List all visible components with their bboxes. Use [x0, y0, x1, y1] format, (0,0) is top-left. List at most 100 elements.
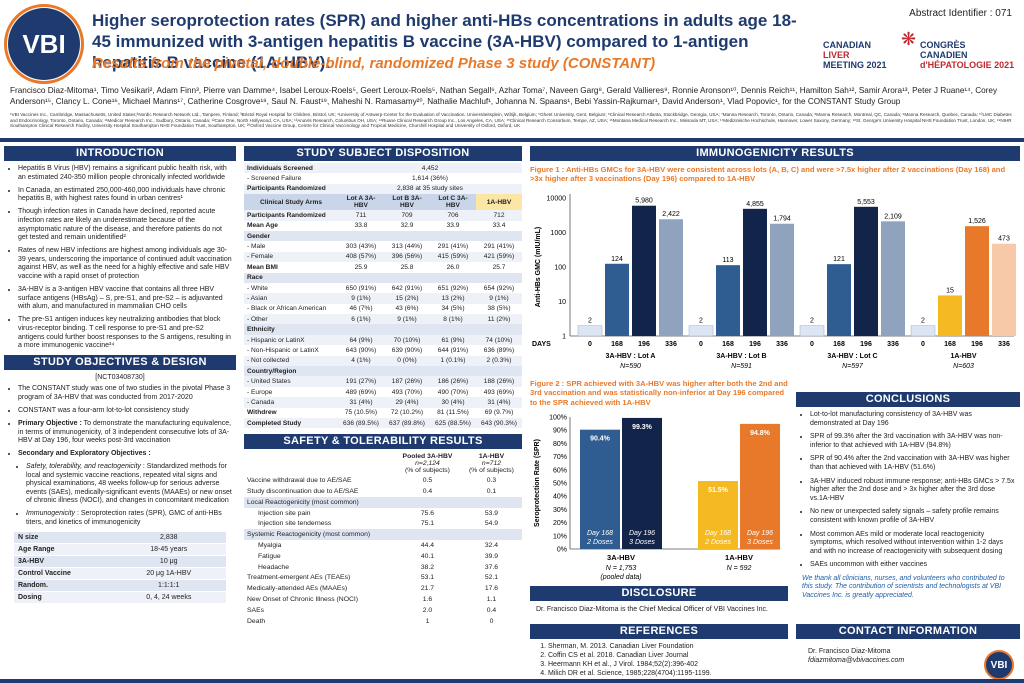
conference-logo: ❋ CANADIAN LIVER MEETING 2021 CONGRÈS CA… — [805, 30, 1015, 78]
safety-row-label: Fatigue — [258, 552, 281, 560]
disposition-cell: 72 (10.2%) — [390, 409, 424, 417]
disposition-row-label: - Non-Hispanic or LatinX — [247, 346, 319, 354]
disposition-cell: 642 (91%) — [391, 284, 423, 292]
design-row: Dosing 0, 4, 24 weeks — [14, 591, 226, 605]
disposition-cell: 81 (11.5%) — [437, 409, 469, 417]
day-tick-label: 336 — [998, 341, 1010, 348]
safety-row: Vaccine withdrawal due to AE/SAE 0.5 0.3 — [244, 475, 522, 486]
disposition-cell: 64 (9%) — [338, 334, 384, 346]
safety-value-3a: 44.4 — [420, 542, 435, 550]
disposition-row-label: - Hispanic or LatinX — [244, 334, 338, 346]
safety-value-1a: 54.9 — [484, 520, 499, 528]
group-n-label: N = 1,753 — [606, 565, 637, 572]
disposition-cell: 69 (9.7%) — [484, 409, 514, 417]
gmc-bar — [632, 205, 656, 336]
safety-row-label: Death — [247, 617, 266, 625]
gmc-bar-chart: Anti-HBs GMC (mIU/mL) 10000 1000 100 10 1 DAYS… — [532, 193, 1016, 370]
safety-value-3a: 0.5 — [422, 477, 433, 485]
day-tick-label: 168 — [944, 341, 956, 348]
study-design-table: N size 2,838 Age Range 18-45 years 3A-HBV 10 … — [14, 532, 226, 605]
conclusions-block: CONCLUSIONS Lot-to-lot manufacturing con… — [796, 392, 1020, 600]
safety-value-3a — [394, 496, 461, 508]
disposition-row-label: Ethnicity — [244, 324, 338, 335]
safety-row: Injection site pain 75.6 53.9 — [244, 508, 522, 519]
safety-row: Headache 38.2 37.6 — [244, 562, 522, 573]
disposition-cell: 490 (70%) — [437, 388, 469, 396]
disposition-cell: 26.0 — [446, 263, 460, 271]
disposition-cell: 70 (10%) — [384, 334, 430, 346]
disposition-cell: 61 (9%) — [430, 334, 476, 346]
safety-value-3a — [394, 529, 461, 541]
design-value: 2,838 — [111, 532, 226, 545]
disposition-cell: 1 (0.1%) — [430, 355, 476, 367]
disposition-cell: 31 (4%) — [476, 397, 522, 408]
contact-email[interactable]: fdiazmitoma@vbivaccines.com — [808, 657, 905, 664]
disposition-cell: 291 (41%) — [483, 243, 515, 251]
disposition-cell — [384, 230, 430, 242]
disposition-cell: 9 (1%) — [338, 293, 384, 304]
disposition-cell: 651 (92%) — [437, 284, 469, 292]
safety-value-1a: 52.1 — [484, 574, 499, 582]
introduction-item: In Canada, an estimated 250,000-460,000 … — [18, 187, 232, 204]
y-tick-label: 10% — [553, 534, 567, 541]
day-tick-label: 168 — [833, 341, 845, 348]
spr-bar — [698, 481, 738, 550]
header-divider — [0, 138, 1024, 142]
disposition-cell: 32.9 — [400, 222, 414, 230]
gmc-bar-label: 2 — [810, 317, 814, 324]
contact-name: Dr. Francisco Diaz-Mitoma — [808, 648, 891, 655]
disposition-cell — [338, 324, 384, 335]
disposition-row: - Black or African American 46 (7%) 43 (6%… — [244, 304, 522, 314]
conf-en-line1: CANADIAN — [823, 40, 871, 50]
disposition-cell: 75 (10.5%) — [344, 409, 378, 417]
gmc-bar — [743, 208, 767, 336]
spr-bar-doses: 2 Doses — [586, 539, 613, 546]
y-tick-label: 30% — [553, 507, 567, 514]
disposition-cell: 38 (5%) — [487, 305, 511, 313]
y-tick-label: 70% — [553, 454, 567, 461]
spr-bar-doses: 3 Doses — [629, 539, 655, 546]
safety-row: Fatigue 40.1 39.9 — [244, 551, 522, 562]
safety-value-1a: 0.4 — [486, 606, 497, 614]
arm-lot-b: Lot B 3A-HBV — [384, 194, 430, 211]
day-tick-label: 0 — [810, 341, 814, 348]
conclusion-item: Most common AEs mild or moderate local r… — [810, 531, 1016, 557]
design-value: 18-45 years — [111, 543, 226, 557]
design-row: Control Vaccine 20 μg 1A-HBV — [14, 567, 226, 581]
abstract-identifier: Abstract Identifier : 071 — [909, 8, 1012, 19]
disposition-cell: 33.9 — [446, 222, 460, 230]
disposition-row-label: - White — [247, 284, 268, 292]
disposition-cell: 4 (1%) — [338, 355, 384, 367]
disposition-cell: 30 (4%) — [430, 397, 476, 408]
design-value: 1:1:1:1 — [111, 579, 226, 593]
safety-row-label: Myalgia — [258, 542, 282, 550]
disposition-cell: 639 (90%) — [391, 346, 423, 354]
immunogenicity-objective-text: : Seroprotection rates (SPR), GMC of ant… — [26, 510, 222, 526]
disposition-cell: 9 (1%) — [476, 293, 522, 304]
disposition-cell: 421 (59%) — [476, 251, 522, 263]
disposition-cell: 2 (0.3%) — [476, 355, 522, 367]
safety-value-1a: 39.9 — [484, 552, 499, 560]
reference-item: Milich DR et al. Science, 1985;228(4704)… — [548, 669, 782, 678]
y-tick-label: 100 — [554, 264, 566, 271]
immunogenicity-heading: IMMUNOGENICITY RESULTS — [530, 146, 1020, 161]
disposition-row-label: - Not collected — [244, 355, 338, 367]
safety-value-1a: 1.1 — [486, 596, 497, 604]
safety-row: Death 1 0 — [244, 616, 522, 627]
safety-value-1a: 37.6 — [484, 563, 499, 571]
disposition-row: - United States 191 (27%) 187 (26%) 186 (26… — [244, 376, 522, 387]
disposition-cell — [384, 366, 430, 377]
group-label: 3A-HBV — [607, 553, 635, 562]
disposition-cell — [476, 272, 522, 283]
disposition-cell: 9 (1%) — [384, 314, 430, 325]
disposition-row-label: - United States — [244, 376, 338, 387]
disposition-cell: 643 (90%) — [345, 346, 377, 354]
disposition-row: Withdrew 75 (10.5%) 72 (10.2%) 81 (11.5%) 69… — [244, 408, 522, 418]
safety-row-label: New Onset of Chronic Illness (NOCI) — [247, 596, 359, 604]
spr-bar-day: Day 196 — [747, 530, 773, 537]
disposition-row: - Hispanic or LatinX 64 (9%) 70 (10%) 61 (9… — [244, 334, 522, 346]
screen-fail-value: 1,614 (36%) — [412, 175, 448, 183]
safety-value-1a — [460, 496, 522, 508]
safety-row: Injection site tenderness 75.1 54.9 — [244, 519, 522, 530]
gmc-bar-label: 1,526 — [968, 218, 986, 225]
